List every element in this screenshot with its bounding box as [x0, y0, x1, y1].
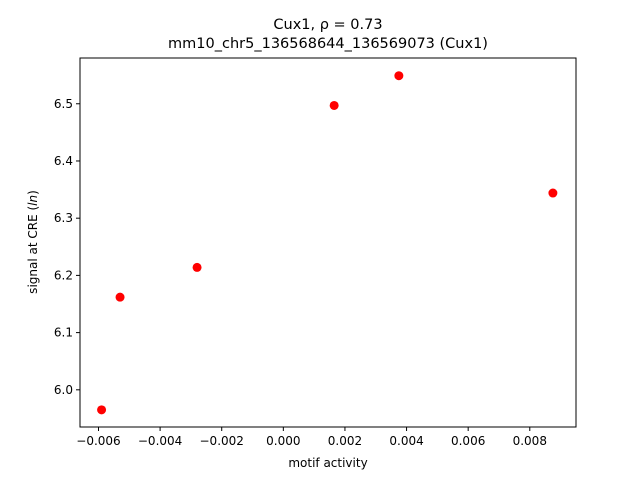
plot-area-frame: [79, 57, 577, 428]
x-axis-ticks: −0.006 −0.004 −0.002 0.000 0.002 0.004 0.006 0.…: [76, 427, 547, 448]
x-tick-label: −0.006: [76, 434, 120, 448]
y-axis-label-unit: ln: [26, 195, 40, 206]
chart-title-line2: mm10_chr5_136568644_136569073 (Cux1): [168, 36, 488, 52]
data-point: [329, 100, 339, 110]
y-tick-label: 6.4: [54, 154, 73, 168]
data-point: [97, 405, 107, 415]
x-tick-label: 0.006: [451, 434, 485, 448]
x-tick-label: −0.004: [138, 434, 182, 448]
y-axis-ticks: 6.0 6.1 6.2 6.3 6.4 6.5: [54, 97, 80, 397]
y-tick-label: 6.3: [54, 211, 73, 225]
y-axis-label: signal at CRE (ln): [26, 190, 40, 294]
y-tick-label: 6.1: [54, 326, 73, 340]
x-tick-label: 0.008: [513, 434, 547, 448]
x-axis-label: motif activity: [288, 456, 367, 470]
y-tick-label: 6.2: [54, 268, 73, 282]
y-tick-label: 6.5: [54, 97, 73, 111]
data-point: [192, 262, 202, 272]
x-tick-label: 0.002: [328, 434, 362, 448]
chart-title-line1: Cux1, ρ = 0.73: [273, 17, 382, 33]
x-tick-label: 0.004: [389, 434, 423, 448]
data-point: [394, 71, 404, 81]
data-point: [548, 188, 558, 198]
data-points: [97, 71, 558, 415]
y-tick-label: 6.0: [54, 383, 73, 397]
x-tick-label: 0.000: [266, 434, 300, 448]
x-tick-label: −0.002: [200, 434, 244, 448]
data-point: [115, 292, 125, 302]
